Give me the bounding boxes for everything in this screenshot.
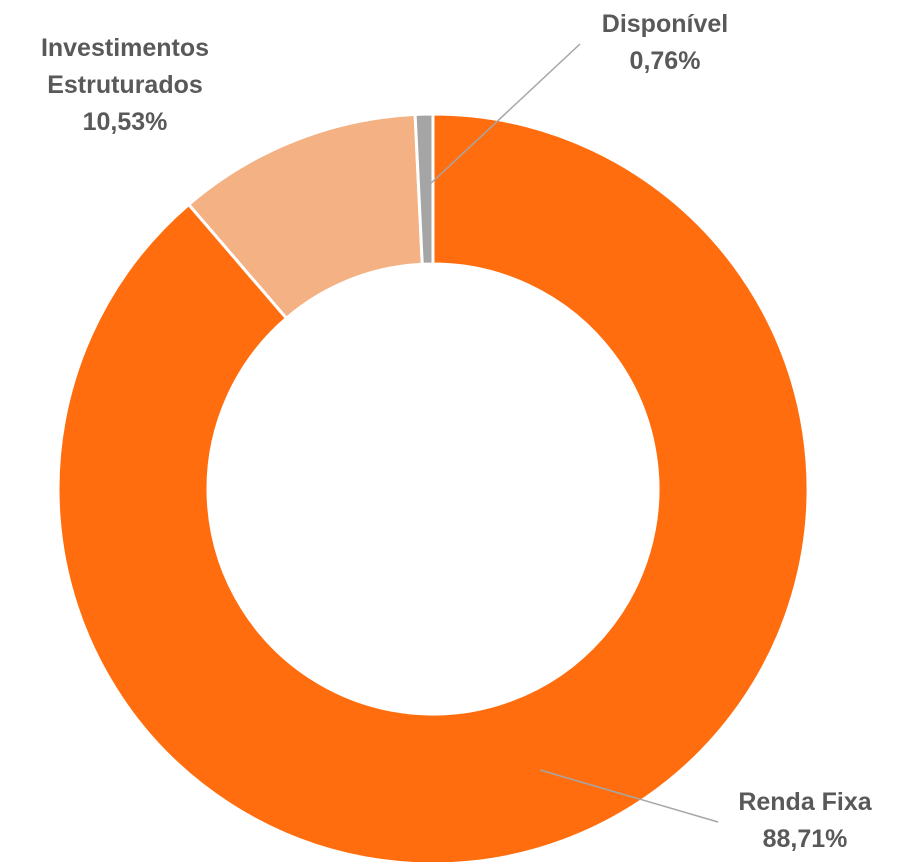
category-label: Disponível: [601, 10, 729, 38]
category-label: Renda Fixa: [738, 788, 872, 816]
value-label: 0,76%: [629, 47, 701, 75]
value-label: 88,71%: [762, 825, 848, 853]
slice-label: Renda Fixa 88,71%: [700, 784, 899, 858]
category-label: Investimentos Estruturados: [40, 34, 210, 99]
slices: [56, 112, 810, 862]
leader-line: [427, 43, 581, 187]
slice: [56, 112, 810, 862]
leader-line: [539, 769, 719, 823]
slice-label: Disponível 0,76%: [560, 6, 770, 80]
slice: [413, 112, 435, 266]
slice-label: Investimentos Estruturados 10,53%: [0, 30, 250, 141]
value-label: 10,53%: [82, 108, 168, 136]
